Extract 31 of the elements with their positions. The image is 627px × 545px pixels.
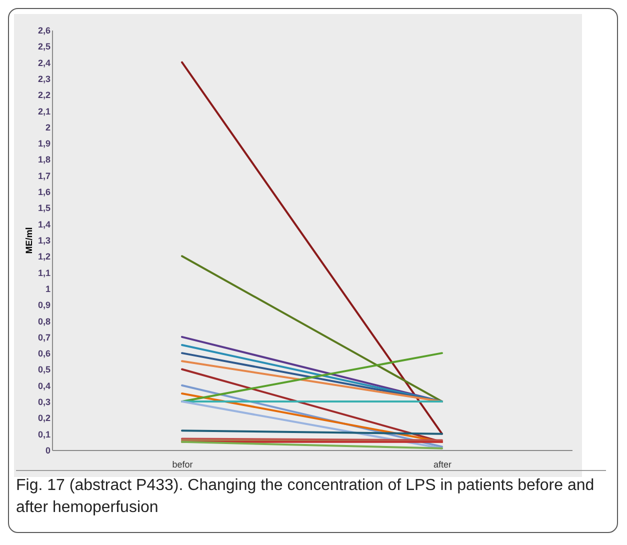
y-tick-label: 0,2: [38, 413, 50, 424]
y-tick-label: 0: [45, 446, 50, 456]
y-tick-label: 1,8: [38, 154, 50, 165]
y-tick-label: 2,5: [38, 42, 50, 52]
y-tick-label: 1,7: [38, 170, 50, 181]
x-tick-label: after: [433, 460, 452, 470]
y-tick-label: 1,3: [38, 236, 50, 246]
y-tick-label: 0,4: [38, 380, 50, 391]
y-axis-title: ME/ml: [24, 227, 34, 254]
y-tick-label: 2,2: [38, 90, 50, 100]
y-tick-label: 2,3: [38, 74, 50, 84]
y-tick-label: 0,6: [38, 348, 50, 359]
y-tick-label: 0,1: [38, 429, 50, 440]
y-tick-label: 1,1: [38, 268, 50, 278]
y-tick-label: 0,9: [38, 300, 50, 310]
y-tick-label: 0,7: [38, 332, 50, 342]
y-tick-label: 1,5: [38, 203, 50, 214]
y-tick-label: 2,1: [38, 106, 50, 116]
y-tick-label: 1,4: [38, 219, 50, 230]
y-tick-label: 0,5: [38, 364, 50, 375]
y-tick-label: 1,9: [38, 138, 50, 149]
y-tick-label: 0,8: [38, 316, 50, 326]
caption: Fig. 17 (abstract P433). Changing the concentration of LPS in patients before and after hemoperfusion: [16, 476, 596, 518]
x-tick-label: befor: [172, 460, 193, 470]
y-tick-label: 0,3: [38, 397, 50, 408]
y-tick-label: 2,4: [38, 58, 50, 68]
y-tick-label: 1,6: [38, 187, 50, 198]
y-tick-label: 2: [45, 122, 50, 132]
y-tick-label: 2,6: [38, 26, 50, 36]
y-tick-label: 1,2: [38, 252, 50, 262]
y-tick-label: 1: [45, 284, 50, 294]
